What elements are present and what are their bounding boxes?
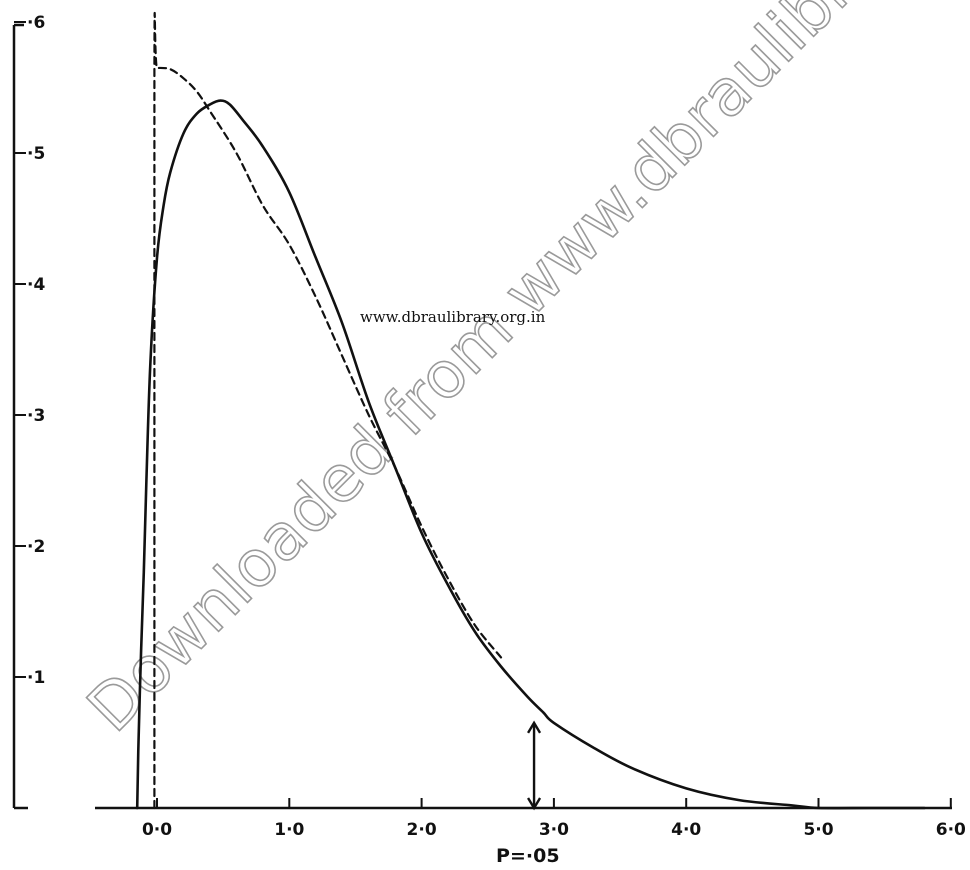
- y-tick-label-2: ·3: [27, 406, 45, 426]
- x-tick-label-2: 2·0: [407, 820, 437, 840]
- series-layer: [135, 12, 926, 810]
- annotation-layer: P=·05: [496, 720, 560, 867]
- x-tick-label-3: 3·0: [539, 820, 569, 840]
- watermark: Downloaded from www.dbraulibrary.org.in: [73, 0, 970, 747]
- p-arrow-head-down: [527, 797, 542, 811]
- watermark-diagonal-text: Downloaded from www.dbraulibrary.org.in: [74, 0, 970, 746]
- x-tick-label-5: 5·0: [803, 820, 833, 840]
- y-tick-label-0: ·1: [27, 668, 45, 688]
- solid-curve: [135, 99, 926, 810]
- p-arrow-head-up: [527, 720, 542, 734]
- x-tick-label-4: 4·0: [671, 820, 701, 840]
- y-tick-label-1: ·2: [27, 537, 45, 557]
- x-tick-label-0: 0·0: [142, 820, 172, 840]
- watermark-center-text: www.dbraulibrary.org.in: [360, 308, 546, 326]
- x-tick-label-1: 1·0: [274, 820, 304, 840]
- dashed-curve: [153, 12, 503, 810]
- p-value-label: P=·05: [496, 845, 560, 867]
- x-tick-label-6: 6·0: [936, 820, 966, 840]
- ticks: 0·0 1·0 2·0 3·0 4·0 5·0 6·0 ·1 ·2 ·3 ·4 ·5 ·6: [14, 13, 966, 840]
- y-tick-label-3: ·4: [27, 275, 45, 295]
- y-tick-label-5: ·6: [27, 13, 45, 33]
- y-tick-label-4: ·5: [27, 144, 45, 164]
